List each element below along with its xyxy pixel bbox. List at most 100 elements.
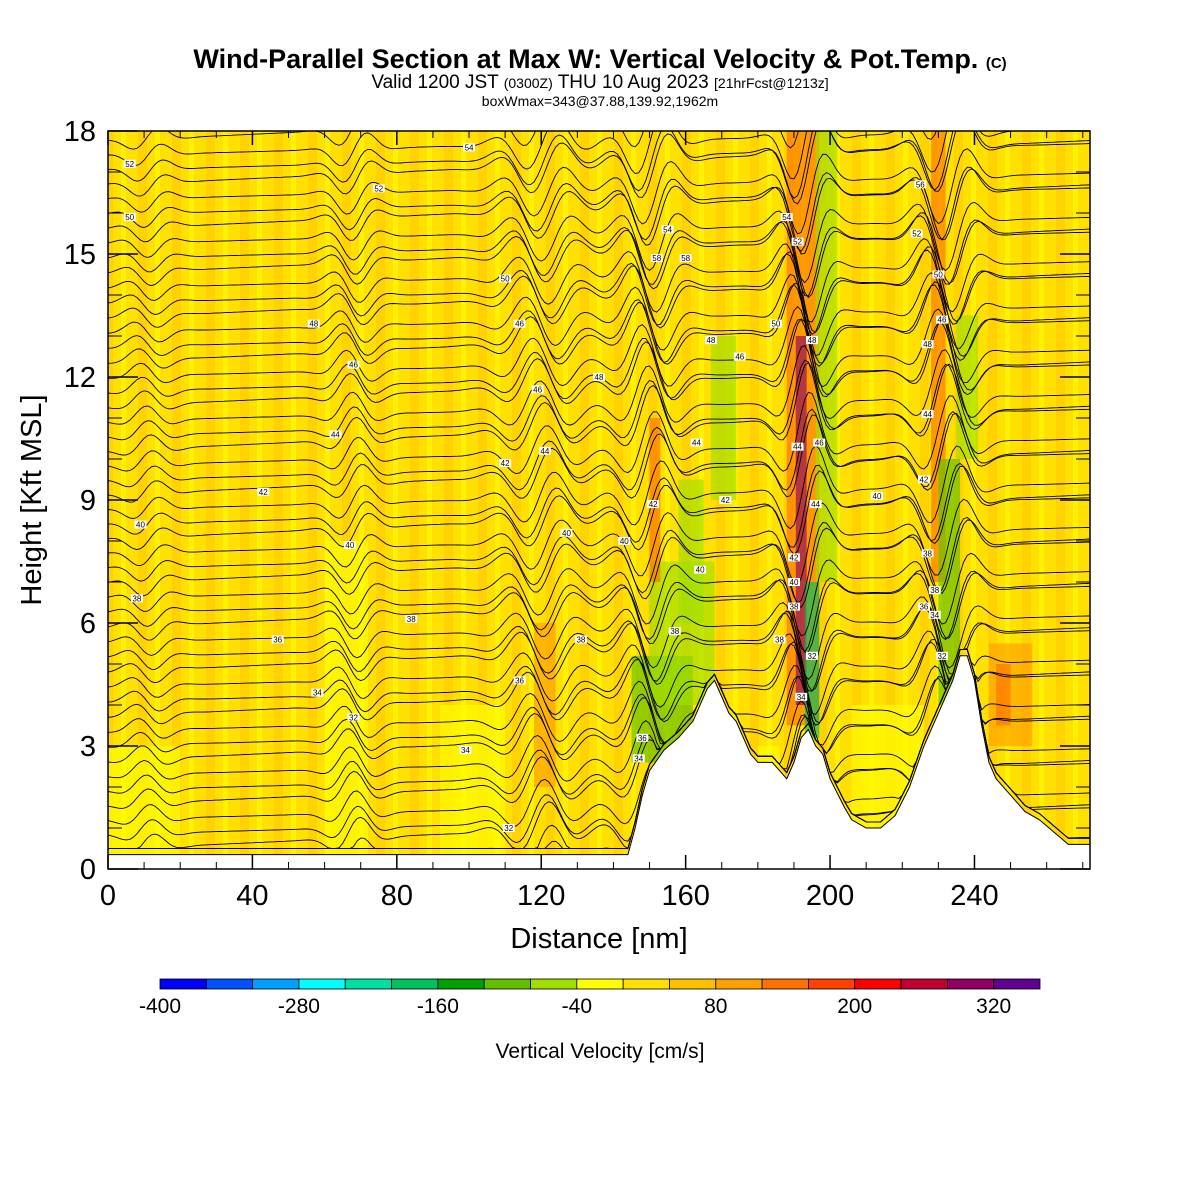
contour-label-bg	[780, 213, 793, 222]
colorbar-swatch	[761, 978, 809, 990]
theta-contour-line	[108, 552, 1090, 637]
colorbar-swatch	[344, 978, 392, 990]
contour-label-text: 50	[934, 271, 943, 280]
contour-label-bg	[921, 549, 934, 558]
contour-label-text: 40	[873, 492, 882, 501]
colorbar-tick-label: -40	[562, 995, 592, 1018]
contour-label-text: 48	[808, 336, 817, 345]
contour-label-bg	[679, 254, 692, 263]
contour-label: 46	[813, 438, 826, 448]
contour-label-text: 50	[771, 320, 780, 329]
theta-contour-line	[108, 444, 1090, 530]
contour-label-text: 46	[349, 361, 358, 370]
theta-contour-line	[108, 408, 1090, 491]
contour-label-text: 38	[790, 603, 799, 612]
contour-label-text: 38	[670, 627, 679, 636]
contour-label-bg	[636, 733, 649, 742]
contour-label: 58	[679, 254, 692, 263]
contour-label: 48	[593, 373, 605, 382]
contour-label-text: 36	[638, 734, 647, 743]
contour-label-bg	[668, 627, 681, 636]
velocity-feature	[649, 418, 661, 582]
y-tick-label: 15	[64, 239, 96, 271]
colorbar-tick-label: 80	[704, 995, 727, 1018]
contour-label-bg	[459, 746, 472, 755]
contour-label-text: 44	[540, 447, 549, 456]
contour-label: 52	[791, 237, 804, 247]
colorbar-tick-label: -280	[278, 995, 320, 1018]
colorbar-tick-label: 200	[837, 995, 872, 1018]
x-axis: 0 40 80 120 160 200 240	[100, 131, 1084, 912]
contour-label: 32	[935, 651, 948, 661]
contour-label-bg	[531, 385, 544, 394]
contour-label-text: 40	[345, 541, 354, 550]
contour-label-bg	[130, 594, 143, 603]
contour-label-text: 36	[515, 676, 524, 685]
contour-label-bg	[123, 213, 136, 222]
contour-label-bg	[307, 319, 320, 328]
contour-label-bg	[463, 143, 476, 152]
velocity-feature	[795, 336, 807, 705]
contour-label-text: 34	[930, 611, 939, 620]
contour-label-bg	[870, 491, 883, 500]
contour-label-text: 44	[923, 410, 932, 419]
colorbar-swatch	[530, 978, 578, 990]
theta-contour-line	[108, 249, 1090, 335]
x-tick-label: 200	[806, 880, 854, 912]
theta-contour-line	[108, 344, 1090, 426]
contour-label: 52	[910, 229, 923, 239]
contour-label-text: 48	[706, 336, 715, 345]
contour-label: 36	[513, 676, 526, 685]
contour-label: 38	[130, 594, 143, 603]
contour-label-bg	[787, 602, 800, 611]
x-tick-label: 120	[517, 880, 565, 912]
colorbar-swatch	[854, 978, 902, 990]
contour-label: 44	[329, 430, 342, 439]
contour-label-text: 38	[930, 586, 939, 595]
velocity-feature	[710, 336, 737, 500]
contour-label-bg	[574, 635, 587, 644]
colorbar-swatch	[993, 978, 1041, 990]
velocity-feature	[678, 479, 704, 623]
y-tick-label: 12	[64, 362, 96, 394]
colorbar-swatch	[298, 978, 346, 990]
theta-contour-line	[108, 148, 1090, 235]
contour-label-bg	[928, 586, 941, 595]
theta-contour-line	[108, 131, 937, 150]
contour-label: 46	[935, 315, 948, 325]
contour-label: 44	[791, 442, 804, 452]
colorbar-swatch	[622, 978, 670, 990]
theta-contour-line	[108, 131, 1027, 180]
contour-label-bg	[809, 500, 822, 509]
theta-contour-line	[108, 238, 1090, 323]
contour-label-bg	[502, 824, 515, 832]
contour-label-text: 44	[331, 430, 340, 439]
contour-label-text: 50	[501, 275, 510, 284]
contour-label: 50	[769, 319, 782, 329]
contour-label: 36	[917, 602, 930, 612]
contour-label-text: 42	[649, 500, 658, 509]
contour-label-bg	[499, 459, 512, 468]
theta-contour-line	[108, 649, 1090, 765]
contour-label-text: 48	[595, 373, 604, 382]
contour-label-text: 34	[634, 754, 643, 763]
contour-label-bg	[694, 565, 707, 574]
contour-label: 44	[690, 438, 703, 448]
theta-contour-line	[108, 570, 1090, 653]
contour-label-text: 42	[259, 488, 268, 497]
contour-label-bg	[647, 500, 660, 509]
velocity-feature	[108, 746, 181, 857]
contour-label-bg	[787, 553, 800, 562]
colorbar-swatch	[437, 978, 485, 990]
contour-label: 40	[343, 541, 356, 550]
contour-label: 42	[917, 475, 930, 485]
contour-label: 48	[704, 336, 717, 345]
contour-label-bg	[917, 475, 930, 484]
contour-label: 46	[513, 319, 526, 329]
contour-label-bg	[632, 754, 645, 763]
contour-label-bg	[499, 274, 512, 283]
colorbar-swatch	[391, 978, 439, 990]
contour-label-bg	[257, 487, 270, 496]
contour-label-text: 54	[465, 143, 474, 152]
theta-contour-line	[108, 131, 1090, 199]
